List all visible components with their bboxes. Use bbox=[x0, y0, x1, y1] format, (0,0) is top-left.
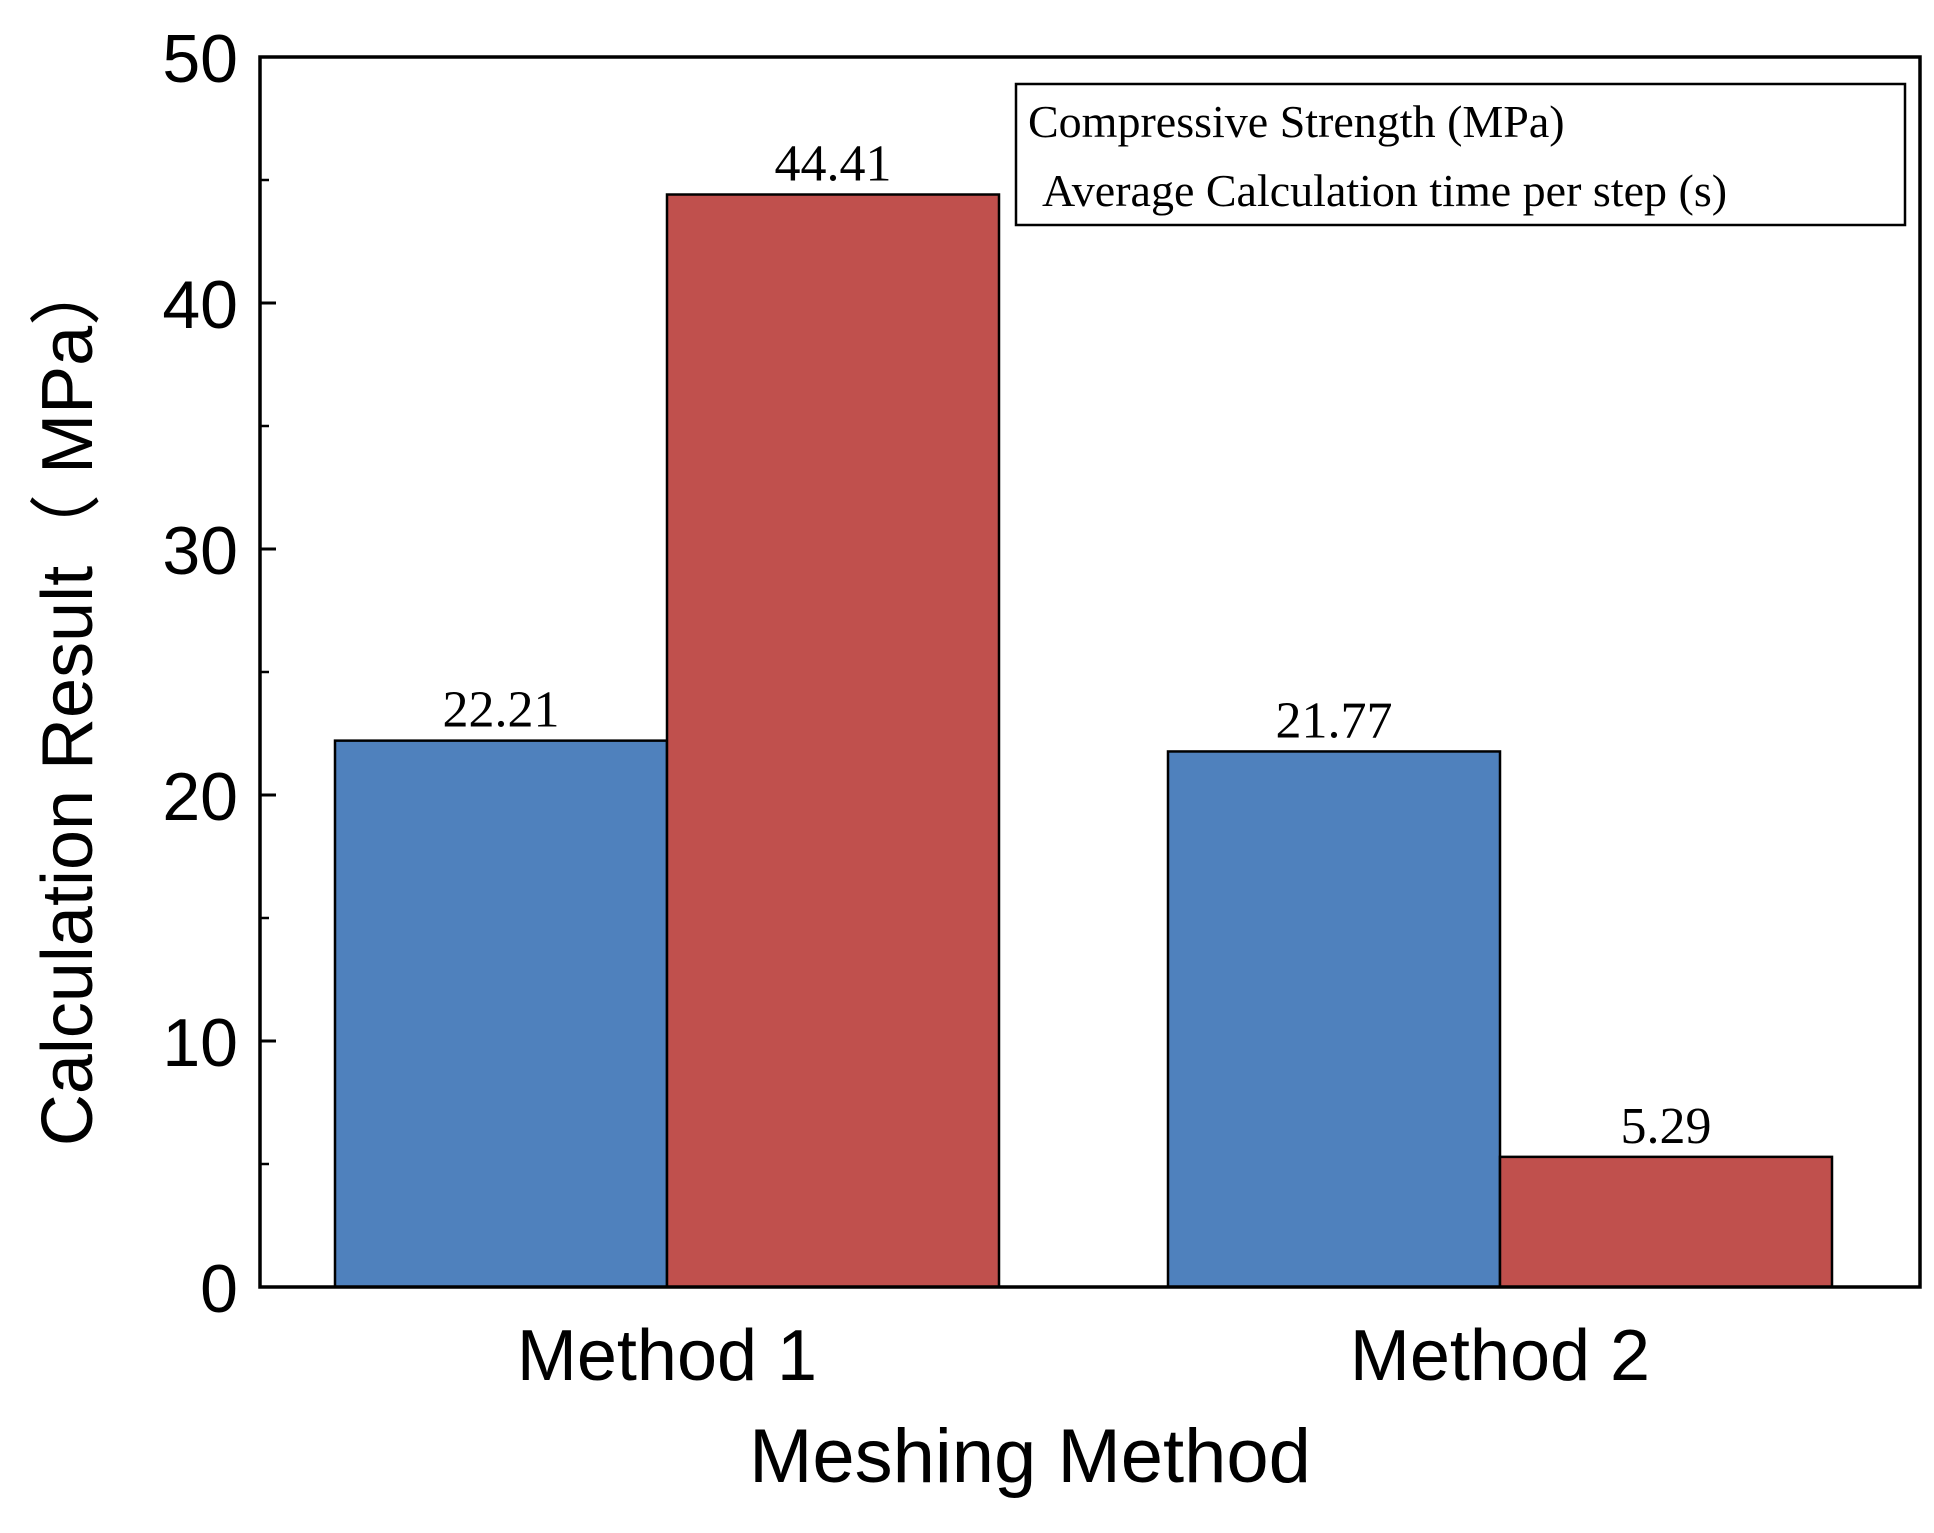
bar-value-label: 22.21 bbox=[443, 682, 560, 739]
bar-labels-layer: 22.21 21.77 44.41 5.29 bbox=[443, 136, 1712, 1155]
legend-entry-compressive-strength: Compressive Strength (MPa) bbox=[1028, 96, 1565, 147]
x-tick-label: Method 2 bbox=[1350, 1316, 1650, 1396]
y-tick-label: 40 bbox=[162, 267, 238, 343]
x-axis-title: Meshing Method bbox=[749, 1414, 1311, 1499]
legend: Compressive Strength (MPa) Average Calcu… bbox=[1014, 82, 1907, 227]
y-axis-title: Calculation Result（ MPa） bbox=[28, 254, 108, 1146]
bar-value-label: 44.41 bbox=[775, 136, 892, 193]
bar-value-label: 21.77 bbox=[1276, 692, 1393, 749]
legend-box bbox=[1014, 82, 1907, 227]
y-tick-label: 50 bbox=[162, 21, 238, 97]
y-tick-label: 10 bbox=[162, 1005, 238, 1081]
y-tick-label: 20 bbox=[162, 759, 238, 835]
y-tick-label: 30 bbox=[162, 513, 238, 589]
bar-series-1-method-2 bbox=[1166, 750, 1502, 1289]
bar-series-2-method-2 bbox=[1498, 1155, 1834, 1289]
ticks-layer: 0 10 20 30 40 50 Method 1 Method 2 bbox=[162, 21, 1650, 1396]
bar-series-1-method-1 bbox=[333, 739, 669, 1289]
legend-entry-calculation-time: Average Calculation time per step (s) bbox=[1042, 165, 1727, 216]
bar-value-label: 5.29 bbox=[1621, 1098, 1712, 1155]
x-tick-label: Method 1 bbox=[517, 1316, 817, 1396]
bar-series-2-method-1 bbox=[665, 193, 1001, 1289]
bars-layer bbox=[333, 193, 1834, 1289]
y-tick-label: 0 bbox=[200, 1251, 238, 1327]
